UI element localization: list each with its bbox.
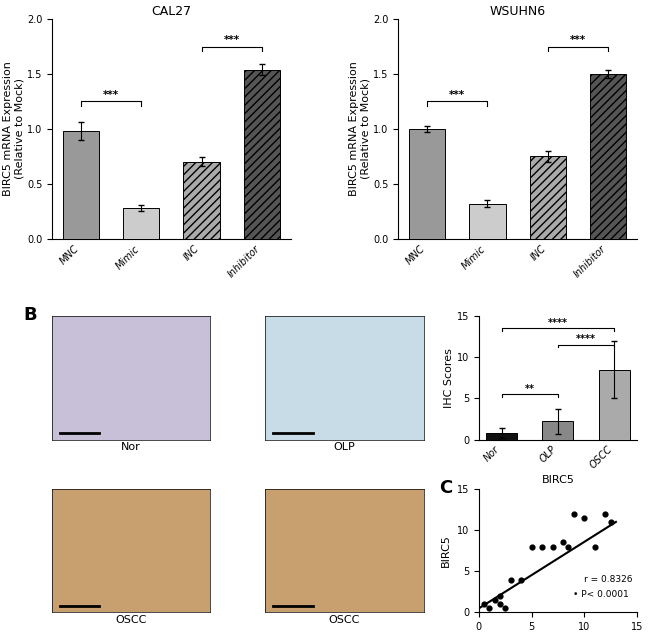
Bar (469, 204, 506, 239)
Bar (590, 74, 626, 239)
Point (590, 542, 600, 552)
Bar (599, 369, 630, 440)
Bar (63, 131, 99, 239)
Bar (543, 422, 573, 440)
Point (579, 513, 590, 523)
Y-axis label: BIRC5 mRNA Expression
(Relative to Mock): BIRC5 mRNA Expression (Relative to Mock) (349, 61, 370, 197)
Text: B: B (23, 306, 37, 324)
Point (526, 542, 537, 552)
Bar (123, 208, 159, 239)
Point (558, 537, 568, 547)
Point (605, 517, 616, 527)
Text: ****: **** (548, 318, 568, 328)
X-axis label: OLP: OLP (333, 442, 356, 452)
Point (495, 591, 505, 601)
Point (479, 599, 489, 609)
Title: WSUHN6: WSUHN6 (489, 5, 545, 18)
X-axis label: BIRC5: BIRC5 (541, 475, 575, 485)
Point (489, 595, 500, 605)
Title: CAL27: CAL27 (151, 5, 192, 18)
Point (505, 574, 515, 584)
Bar (409, 129, 445, 239)
X-axis label: Nor: Nor (121, 442, 141, 452)
Text: ****: **** (576, 334, 596, 345)
Point (495, 599, 505, 609)
Bar (183, 162, 220, 239)
Text: • P< 0.0001: • P< 0.0001 (573, 590, 629, 599)
Point (600, 508, 610, 519)
Bar (244, 70, 280, 239)
Text: r = 0.8326: r = 0.8326 (584, 575, 632, 584)
Text: ***: *** (103, 91, 119, 100)
Point (564, 542, 574, 552)
Point (537, 542, 547, 552)
Point (516, 574, 526, 584)
Y-axis label: BIRC5: BIRC5 (441, 534, 451, 567)
Text: ***: *** (224, 36, 240, 45)
Point (484, 604, 495, 614)
X-axis label: OSCC: OSCC (329, 615, 360, 625)
Point (500, 604, 510, 614)
Point (547, 542, 558, 552)
Y-axis label: IHC Scores: IHC Scores (444, 348, 454, 408)
Bar (530, 156, 566, 239)
X-axis label: OSCC: OSCC (115, 615, 147, 625)
Text: **: ** (525, 383, 535, 394)
Text: ***: *** (570, 36, 586, 45)
Point (569, 508, 579, 519)
Text: ***: *** (449, 91, 465, 100)
Text: C: C (439, 479, 452, 497)
Y-axis label: BIRC5 mRNA Expression
(Relative to Mock): BIRC5 mRNA Expression (Relative to Mock) (3, 61, 24, 197)
Bar (486, 433, 517, 440)
